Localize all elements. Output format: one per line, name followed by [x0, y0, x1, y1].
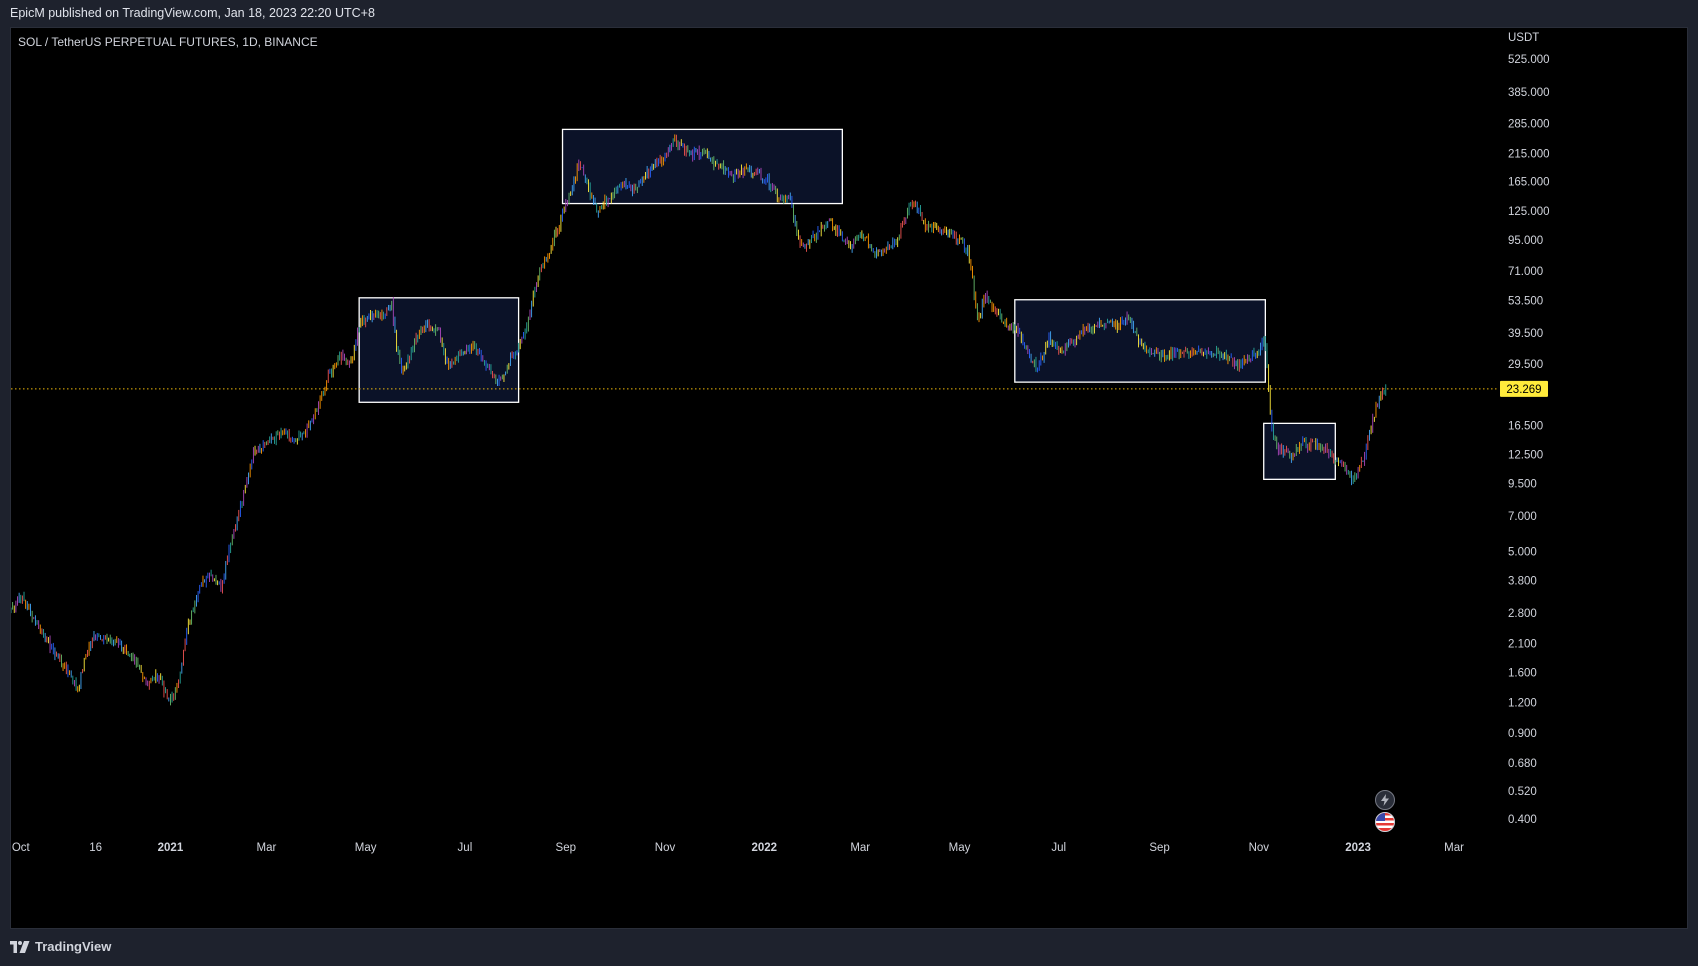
- time-axis-label: May: [949, 842, 971, 854]
- price-axis-label: 29.500: [1508, 359, 1543, 371]
- time-axis-label: Nov: [655, 842, 676, 854]
- time-axis-label: Mar: [850, 842, 870, 854]
- price-axis-label: 2.100: [1508, 638, 1537, 650]
- lightning-icon[interactable]: [1375, 790, 1395, 810]
- footer: TradingView: [0, 929, 1698, 966]
- time-axis-label: Jul: [1051, 842, 1066, 854]
- price-axis-label: 0.400: [1508, 814, 1537, 826]
- price-axis-label: 2.800: [1508, 608, 1537, 620]
- price-axis-label: 39.500: [1508, 328, 1543, 340]
- price-axis-label: 285.000: [1508, 119, 1550, 131]
- us-flag-icon[interactable]: [1375, 812, 1395, 832]
- price-axis-label: 385.000: [1508, 87, 1550, 99]
- price-axis-label: 525.000: [1508, 54, 1550, 66]
- time-axis-label: Oct: [12, 842, 31, 854]
- time-axis-label: Sep: [1149, 842, 1169, 854]
- time-axis-label: Mar: [1444, 842, 1464, 854]
- last-price-label: 23.269: [1506, 384, 1541, 396]
- price-axis-label: 0.900: [1508, 728, 1537, 740]
- time-axis-label: 2022: [751, 842, 777, 854]
- symbol-title: SOL / TetherUS PERPETUAL FUTURES, 1D, BI…: [18, 35, 318, 49]
- price-axis-label: 1.600: [1508, 667, 1537, 679]
- price-axis-label: 71.000: [1508, 266, 1543, 278]
- price-axis-label: 3.800: [1508, 576, 1537, 588]
- tradingview-logo-icon: [10, 941, 30, 953]
- publish-info-text: EpicM published on TradingView.com, Jan …: [10, 6, 375, 20]
- price-axis-label: 16.500: [1508, 420, 1543, 432]
- price-axis-label: 0.520: [1508, 786, 1537, 798]
- time-axis-label: Mar: [257, 842, 277, 854]
- price-chart[interactable]: 525.000385.000285.000215.000165.000125.0…: [11, 28, 1688, 929]
- price-axis-label: 165.000: [1508, 177, 1550, 189]
- price-axis-label: 1.200: [1508, 698, 1537, 710]
- price-axis-label: 12.500: [1508, 450, 1543, 462]
- price-axis-label: 125.000: [1508, 206, 1550, 218]
- chart-pane[interactable]: 525.000 385.000 285.000 215.000 165.000 125.0…: [10, 27, 1688, 929]
- time-axis-label: Nov: [1249, 842, 1270, 854]
- consolidation-box-2[interactable]: [563, 129, 843, 203]
- time-axis-label: Jul: [458, 842, 473, 854]
- tradingview-brand: TradingView: [35, 939, 111, 954]
- time-axis-label: 2023: [1345, 842, 1371, 854]
- price-axis-label: 0.680: [1508, 758, 1537, 770]
- price-axis-label: 5.000: [1508, 547, 1537, 559]
- time-axis-label: Sep: [556, 842, 576, 854]
- price-axis-label: 95.000: [1508, 235, 1543, 247]
- tradingview-logo[interactable]: TradingView: [10, 939, 111, 954]
- price-axis-label: 7.000: [1508, 511, 1537, 523]
- time-axis-label: 16: [89, 842, 102, 854]
- publish-info: EpicM published on TradingView.com, Jan …: [0, 0, 1698, 27]
- price-axis-label: 53.500: [1508, 296, 1543, 308]
- consolidation-box-1[interactable]: [359, 298, 518, 402]
- price-axis-label: 9.500: [1508, 479, 1537, 491]
- time-axis-label: May: [355, 842, 377, 854]
- time-axis-label: 2021: [158, 842, 184, 854]
- currency-label: USDT: [1508, 32, 1539, 44]
- price-axis-label: 215.000: [1508, 149, 1550, 161]
